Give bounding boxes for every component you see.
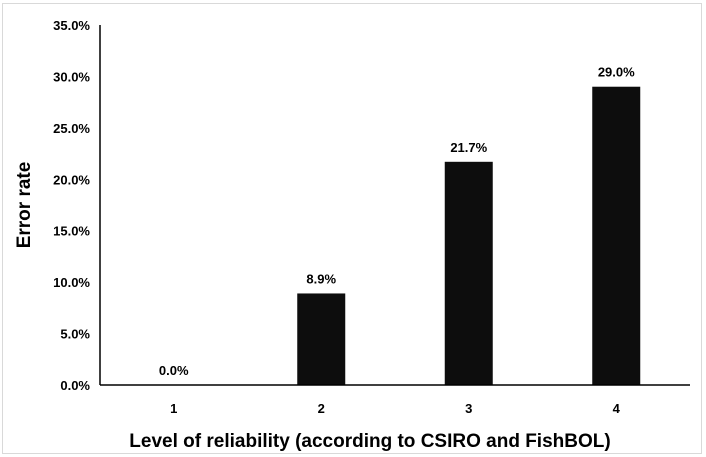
chart-frame bbox=[2, 3, 702, 454]
x-tick-label: 2 bbox=[318, 401, 325, 416]
y-tick-label: 10.0% bbox=[53, 275, 90, 290]
y-tick-label: 35.0% bbox=[53, 18, 90, 33]
y-tick-label: 0.0% bbox=[60, 378, 90, 393]
data-labels: 0.0% 8.9% 21.7% 29.0% bbox=[159, 65, 635, 378]
x-axis-ticks: 1 2 3 4 bbox=[170, 401, 621, 416]
x-tick-label: 3 bbox=[465, 401, 472, 416]
bar-data-label: 21.7% bbox=[450, 140, 487, 155]
y-tick-label: 30.0% bbox=[53, 69, 90, 84]
bar-data-label: 8.9% bbox=[306, 271, 336, 286]
bar bbox=[297, 293, 346, 385]
y-tick-label: 25.0% bbox=[53, 121, 90, 136]
bar bbox=[444, 161, 493, 385]
bar bbox=[592, 86, 641, 385]
x-tick-label: 1 bbox=[170, 401, 177, 416]
bar-data-label: 0.0% bbox=[159, 363, 189, 378]
x-axis-title: Level of reliability (according to CSIRO… bbox=[129, 431, 610, 452]
y-axis-title: Error rate bbox=[14, 162, 35, 249]
y-tick-label: 15.0% bbox=[53, 224, 90, 239]
y-tick-label: 20.0% bbox=[53, 172, 90, 187]
x-tick-label: 4 bbox=[613, 401, 621, 416]
y-tick-label: 5.0% bbox=[60, 327, 90, 342]
y-axis-ticks: 0.0% 5.0% 10.0% 15.0% 20.0% 25.0% 30.0% 35.0% bbox=[53, 18, 90, 393]
bar-series bbox=[297, 86, 641, 385]
bar-data-label: 29.0% bbox=[598, 65, 635, 80]
